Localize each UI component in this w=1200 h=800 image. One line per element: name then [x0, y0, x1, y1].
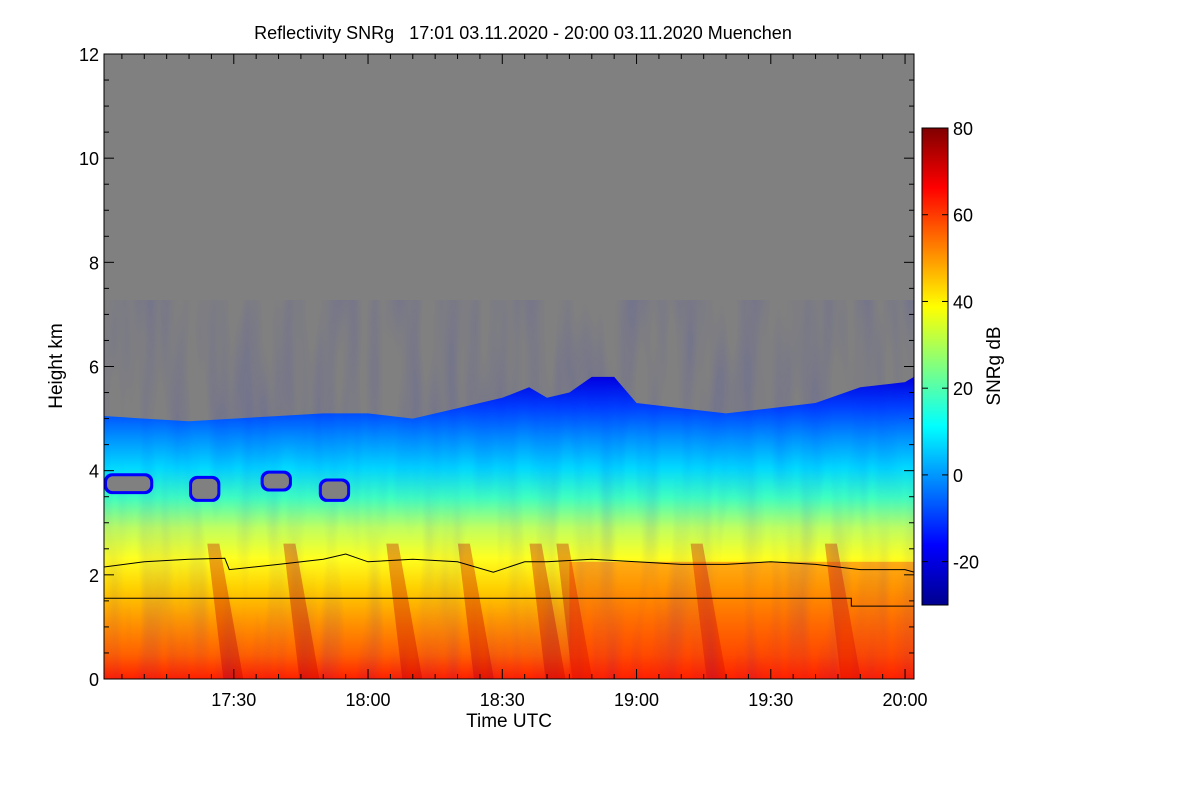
colorbar-scale — [921, 127, 949, 606]
y-tick-label: 0 — [89, 670, 99, 690]
colorbar-tick-label: 20 — [953, 379, 973, 399]
cloud-base-line — [104, 553, 914, 573]
gap-region — [321, 481, 348, 499]
y-tick-label: 6 — [89, 358, 99, 378]
gap-region — [107, 476, 151, 492]
y-tick-label: 12 — [79, 45, 99, 65]
colorbar-tick-label: 0 — [953, 466, 963, 486]
gap-region — [192, 478, 218, 499]
plot-area — [104, 54, 914, 679]
chart-title: Reflectivity SNRg 17:01 03.11.2020 - 20:… — [254, 23, 792, 43]
y-tick-label: 8 — [89, 253, 99, 273]
x-tick-label: 19:30 — [748, 690, 793, 710]
echo-texture — [104, 300, 914, 679]
y-tick-label: 4 — [89, 462, 99, 482]
x-axis: 17:30 18:00 18:30 19:00 19:30 20:00 — [121, 54, 928, 710]
x-axis-label: Time UTC — [466, 711, 552, 732]
x-tick-label: 17:30 — [211, 690, 256, 710]
x-tick-label: 18:00 — [346, 690, 391, 710]
y-tick-label: 2 — [89, 566, 99, 586]
y-axis: 0 2 4 6 8 10 12 — [79, 45, 914, 690]
x-tick-label: 20:00 — [883, 690, 928, 710]
y-axis-label: Height km — [46, 323, 67, 409]
gap-region — [263, 473, 289, 489]
y-tick-label: 10 — [79, 149, 99, 169]
colorbar-tick-label: 80 — [953, 119, 973, 139]
gap-regions — [104, 470, 351, 502]
x-tick-label: 19:00 — [614, 690, 659, 710]
x-tick-label: 18:30 — [480, 690, 525, 710]
mixing-layer-line — [104, 597, 914, 607]
colorbar-tick-label: -20 — [953, 553, 979, 573]
colorbar-tick-label: 40 — [953, 292, 973, 312]
colorbar-tick-label: 60 — [953, 206, 973, 226]
colorbar-ticks: -20 0 20 40 60 80 — [922, 119, 979, 573]
colorbar-label: SNRg dB — [984, 326, 1005, 405]
colorbar: -20 0 20 40 60 80 SNRg dB — [921, 119, 1005, 606]
